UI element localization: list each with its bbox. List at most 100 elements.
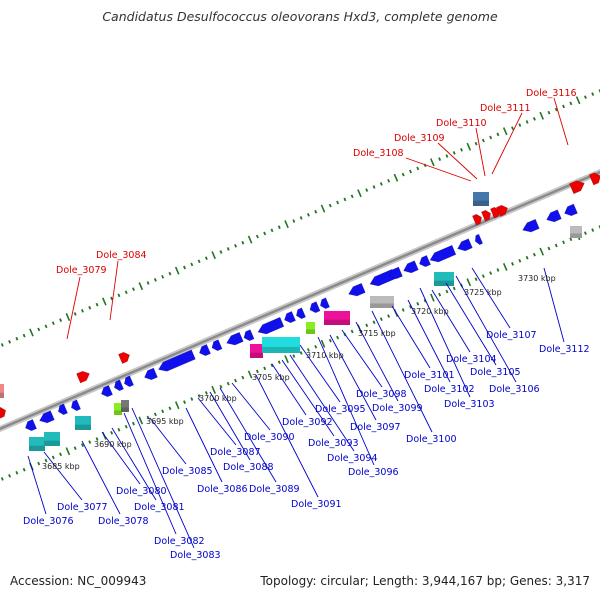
tick-marks <box>0 89 600 481</box>
tick-upper-73 <box>525 120 529 124</box>
tick-upper-53 <box>379 182 383 186</box>
tick-lower-36 <box>255 369 259 374</box>
tick-upper-60 <box>430 158 435 167</box>
gene-steel-0-shade <box>473 200 489 206</box>
tick-lower-60 <box>430 293 435 302</box>
tick-lower-70 <box>502 262 508 271</box>
tick-lower-39 <box>277 360 281 365</box>
rev-label-4: Dole_3081 <box>134 502 185 513</box>
fwd-leader-5 <box>491 112 523 175</box>
tick-upper-7 <box>44 324 48 329</box>
gene-green-1 <box>306 322 315 334</box>
tick-lower-65 <box>466 278 472 287</box>
gene-teal-0-shade <box>29 445 45 451</box>
tick-lower-30 <box>211 385 216 394</box>
tick-lower-40 <box>284 355 289 364</box>
rev-label-2: Dole_3078 <box>98 516 149 527</box>
gene-pink-0-shade <box>0 392 4 398</box>
tick-lower-14 <box>95 437 99 441</box>
tick-lower-59 <box>423 298 427 303</box>
gene-blue-14 <box>284 311 296 324</box>
tick-upper-26 <box>183 265 186 270</box>
axis-label-7: 3720 kbp <box>411 307 449 316</box>
tick-upper-48 <box>343 197 347 202</box>
fwd-label-1: Dole_3084 <box>96 250 147 261</box>
rev-leader-23 <box>391 305 431 369</box>
tick-upper-15 <box>102 297 107 306</box>
rev-label-17: Dole_3095 <box>315 404 366 415</box>
rev-label-1: Dole_3077 <box>57 502 108 513</box>
tick-upper-40 <box>284 220 289 229</box>
tick-lower-42 <box>299 351 303 355</box>
tick-lower-20 <box>138 416 144 425</box>
tick-upper-78 <box>562 104 566 109</box>
gene-gray-dark-0 <box>121 400 129 412</box>
gene-teal-0 <box>29 437 45 451</box>
tick-upper-3 <box>15 336 19 341</box>
tick-upper-24 <box>168 271 172 276</box>
rev-label-3: Dole_3080 <box>116 486 167 497</box>
gene-magenta-0 <box>250 344 263 358</box>
axis-label-8: 3725 kbp <box>464 288 502 297</box>
rev-label-10: Dole_3088 <box>223 462 274 473</box>
tick-upper-81 <box>583 95 587 100</box>
accession-text: Accession: NC_009943 <box>10 574 147 588</box>
tick-lower-82 <box>591 228 595 232</box>
rev-leader-5 <box>123 412 177 535</box>
tick-lower-68 <box>489 271 493 275</box>
tick-upper-4 <box>22 333 26 338</box>
rev-leader-26 <box>431 289 471 353</box>
gene-green-1-shade <box>306 329 315 334</box>
tick-upper-21 <box>146 281 150 285</box>
tick-upper-80 <box>575 96 581 105</box>
gene-gray-1-shade <box>570 233 582 238</box>
gene-teal-1 <box>44 432 60 446</box>
rev-label-7: Dole_3085 <box>162 466 213 477</box>
gene-magenta-1-shade <box>324 319 350 325</box>
tick-lower-67 <box>481 274 485 278</box>
gene-red-1 <box>118 351 130 364</box>
tick-upper-74 <box>532 117 536 121</box>
tick-upper-31 <box>219 250 223 254</box>
gene-features <box>0 172 600 451</box>
genome-summary-text: Topology: circular; Length: 3,944,167 bp… <box>260 574 590 588</box>
rev-label-6: Dole_3083 <box>170 550 221 561</box>
tick-upper-16 <box>110 296 114 301</box>
fwd-leader-0 <box>66 276 81 340</box>
rev-label-28: Dole_3106 <box>489 384 540 395</box>
tick-lower-9 <box>59 452 63 457</box>
rev-label-15: Dole_3093 <box>308 438 359 449</box>
rev-label-24: Dole_3102 <box>424 384 475 395</box>
tick-upper-46 <box>328 203 332 208</box>
gene-gray-0 <box>370 296 394 308</box>
gene-blue-18 <box>348 282 366 297</box>
fwd-label-3: Dole_3109 <box>394 133 445 144</box>
tick-lower-16 <box>110 431 114 435</box>
rev-label-11: Dole_3089 <box>249 484 300 495</box>
gene-blue-15 <box>295 307 306 320</box>
tick-lower-45 <box>320 339 326 348</box>
tick-upper-1 <box>0 343 4 347</box>
tick-lower-10 <box>65 447 71 456</box>
gene-teal-2 <box>75 416 91 430</box>
rev-leader-22 <box>371 310 433 433</box>
tick-lower-52 <box>372 320 376 325</box>
tick-lower-33 <box>234 378 237 383</box>
rev-leader-6 <box>131 407 195 549</box>
axis-label-6: 3715 kbp <box>358 329 396 338</box>
gene-blue-6 <box>123 375 134 388</box>
rev-leader-8 <box>185 407 223 483</box>
tick-lower-54 <box>387 314 391 318</box>
rev-leader-2 <box>81 440 121 515</box>
rev-label-21: Dole_3099 <box>372 403 423 414</box>
rev-leader-27 <box>445 282 497 366</box>
tick-upper-79 <box>569 101 573 106</box>
gene-cyan-0 <box>262 337 300 353</box>
gene-blue-23 <box>429 244 457 263</box>
tick-upper-64 <box>460 148 463 152</box>
tick-upper-65 <box>466 142 472 151</box>
gene-blue-17 <box>319 297 330 310</box>
tick-lower-75 <box>539 247 544 256</box>
gene-blue-7 <box>144 367 158 381</box>
